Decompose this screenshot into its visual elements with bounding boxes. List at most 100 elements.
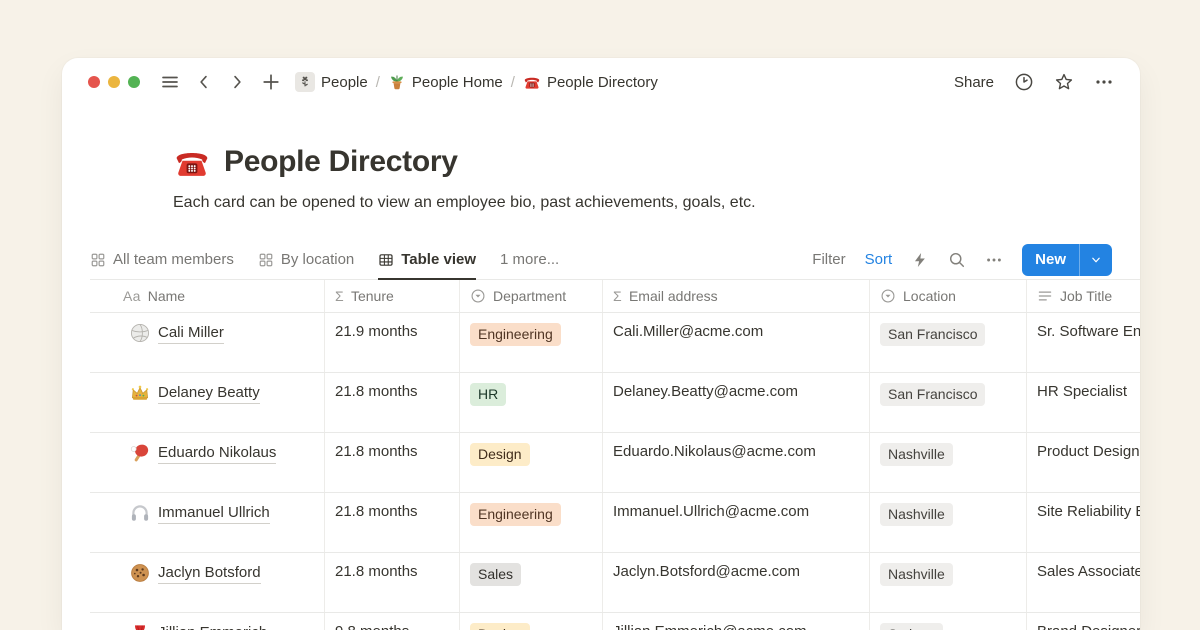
department-cell[interactable]: Engineering [460,313,603,372]
department-tag: Engineering [470,503,561,526]
name-cell[interactable]: Immanuel Ullrich [90,493,325,552]
table-toolbar: Filter Sort New [812,243,1112,276]
column-header-email-address[interactable]: Σ Email address [603,280,870,312]
favorite-star-icon[interactable] [1054,72,1074,92]
tab-by-location[interactable]: By location [258,240,354,279]
close-window-button[interactable] [88,76,100,88]
column-header-tenure[interactable]: Σ Tenure [325,280,460,312]
view-options-icon[interactable] [985,251,1003,269]
new-button-caret[interactable] [1080,244,1112,276]
new-page-icon[interactable] [261,72,281,92]
department-cell[interactable]: Engineering [460,493,603,552]
filter-button[interactable]: Filter [812,251,846,268]
topbar-nav [160,72,281,92]
location-tag: San Francisco [880,323,986,346]
new-button-label[interactable]: New [1035,251,1066,268]
job-title-cell[interactable]: HR Specialist [1027,373,1140,432]
person-name-link[interactable]: Cali Miller [158,323,224,344]
workspace-flower-icon [295,72,315,92]
location-tag: Nashville [880,563,953,586]
minimize-window-button[interactable] [108,76,120,88]
location-tag: Sydney [880,623,943,630]
email-cell[interactable]: Jillian.Emmerich@acme.com [603,613,870,630]
person-name-link[interactable]: Eduardo Nikolaus [158,443,277,464]
table-header-row: Aa Name Σ Tenure Department Σ Email address Loc… [90,280,1140,313]
location-tag: San Francisco [880,383,986,406]
grid-view-icon [90,252,106,268]
job-title-cell[interactable]: Site Reliability Engineer [1027,493,1140,552]
menu-icon[interactable] [160,72,180,92]
name-cell[interactable]: Delaney Beatty [90,373,325,432]
tenure-cell[interactable]: 21.8 months [325,493,460,552]
location-tag: Nashville [880,443,953,466]
department-cell[interactable]: HR [460,373,603,432]
tenure-cell[interactable]: 21.8 months [325,373,460,432]
new-button[interactable]: New [1022,243,1112,276]
more-options-icon[interactable] [1094,72,1114,92]
email-cell[interactable]: Eduardo.Nikolaus@acme.com [603,433,870,492]
tenure-cell[interactable]: 21.8 months [325,433,460,492]
back-icon[interactable] [195,73,213,91]
tab-table-view[interactable]: Table view [378,240,476,280]
updates-clock-icon[interactable] [1014,72,1034,92]
breadcrumb-separator: / [375,73,380,91]
page-subtitle: Each card can be opened to view an emplo… [173,194,756,211]
person-name-link[interactable]: Delaney Beatty [158,383,260,404]
name-cell[interactable]: Eduardo Nikolaus [90,433,325,492]
headphones-icon [130,503,150,523]
department-tag: Design [470,623,530,630]
person-name-link[interactable]: Jaclyn Botsford [158,563,261,584]
email-cell[interactable]: Immanuel.Ullrich@acme.com [603,493,870,552]
tenure-cell[interactable]: 21.8 months [325,553,460,612]
tenure-cell[interactable]: 9.8 months [325,613,460,630]
column-header-job-title[interactable]: Job Title [1027,280,1140,312]
name-cell[interactable]: Cali Miller [90,313,325,372]
job-title-cell[interactable]: Sales Associate [1027,553,1140,612]
page-title: People Directory [224,145,458,178]
column-header-department[interactable]: Department [460,280,603,312]
department-cell[interactable]: Design [460,613,603,630]
email-cell[interactable]: Cali.Miller@acme.com [603,313,870,372]
column-header-location[interactable]: Location [870,280,1027,312]
tab-all-team-members[interactable]: All team members [90,240,234,279]
location-cell[interactable]: Sydney [870,613,1027,630]
breadcrumb-item-people[interactable]: People [295,72,368,92]
table-row: Jaclyn Botsford 21.8 months Sales Jaclyn.Bo… [90,553,1140,613]
name-cell[interactable]: Jaclyn Botsford [90,553,325,612]
department-tag: Sales [470,563,522,586]
text-type-icon [1037,288,1053,304]
forward-icon[interactable] [228,73,246,91]
breadcrumb-item-people-directory[interactable]: People Directory [523,73,658,91]
department-tag: HR [470,383,507,406]
column-header-name[interactable]: Aa Name [90,280,325,312]
person-name-link[interactable]: Immanuel Ullrich [158,503,270,524]
location-cell[interactable]: Nashville [870,553,1027,612]
department-cell[interactable]: Sales [460,553,603,612]
person-name-link[interactable]: Jillian Emmerich [158,623,267,630]
job-title-cell[interactable]: Sr. Software Engineer [1027,313,1140,372]
job-title-cell[interactable]: Brand Designer [1027,613,1140,630]
table-view-icon [378,252,394,268]
app-window: People / People Home / People Directory Shar… [62,58,1140,630]
automation-bolt-icon[interactable] [911,251,929,269]
email-cell[interactable]: Jaclyn.Botsford@acme.com [603,553,870,612]
job-title-cell[interactable]: Product Designer [1027,433,1140,492]
zoom-window-button[interactable] [128,76,140,88]
department-tag: Design [470,443,530,466]
location-cell[interactable]: San Francisco [870,313,1027,372]
location-cell[interactable]: Nashville [870,493,1027,552]
sort-button[interactable]: Sort [864,251,893,268]
tenure-cell[interactable]: 21.9 months [325,313,460,372]
new-button-divider [1079,243,1080,276]
table-row: Immanuel Ullrich 21.8 months Engineering Im… [90,493,1140,553]
more-views-button[interactable]: 1 more... [500,251,560,268]
breadcrumb-item-people-home[interactable]: People Home [388,73,503,91]
cookie-icon [130,563,150,583]
share-button[interactable]: Share [953,73,994,91]
department-cell[interactable]: Design [460,433,603,492]
email-cell[interactable]: Delaney.Beatty@acme.com [603,373,870,432]
name-cell[interactable]: Jillian Emmerich [90,613,325,630]
location-cell[interactable]: San Francisco [870,373,1027,432]
location-cell[interactable]: Nashville [870,433,1027,492]
search-icon[interactable] [948,251,966,269]
